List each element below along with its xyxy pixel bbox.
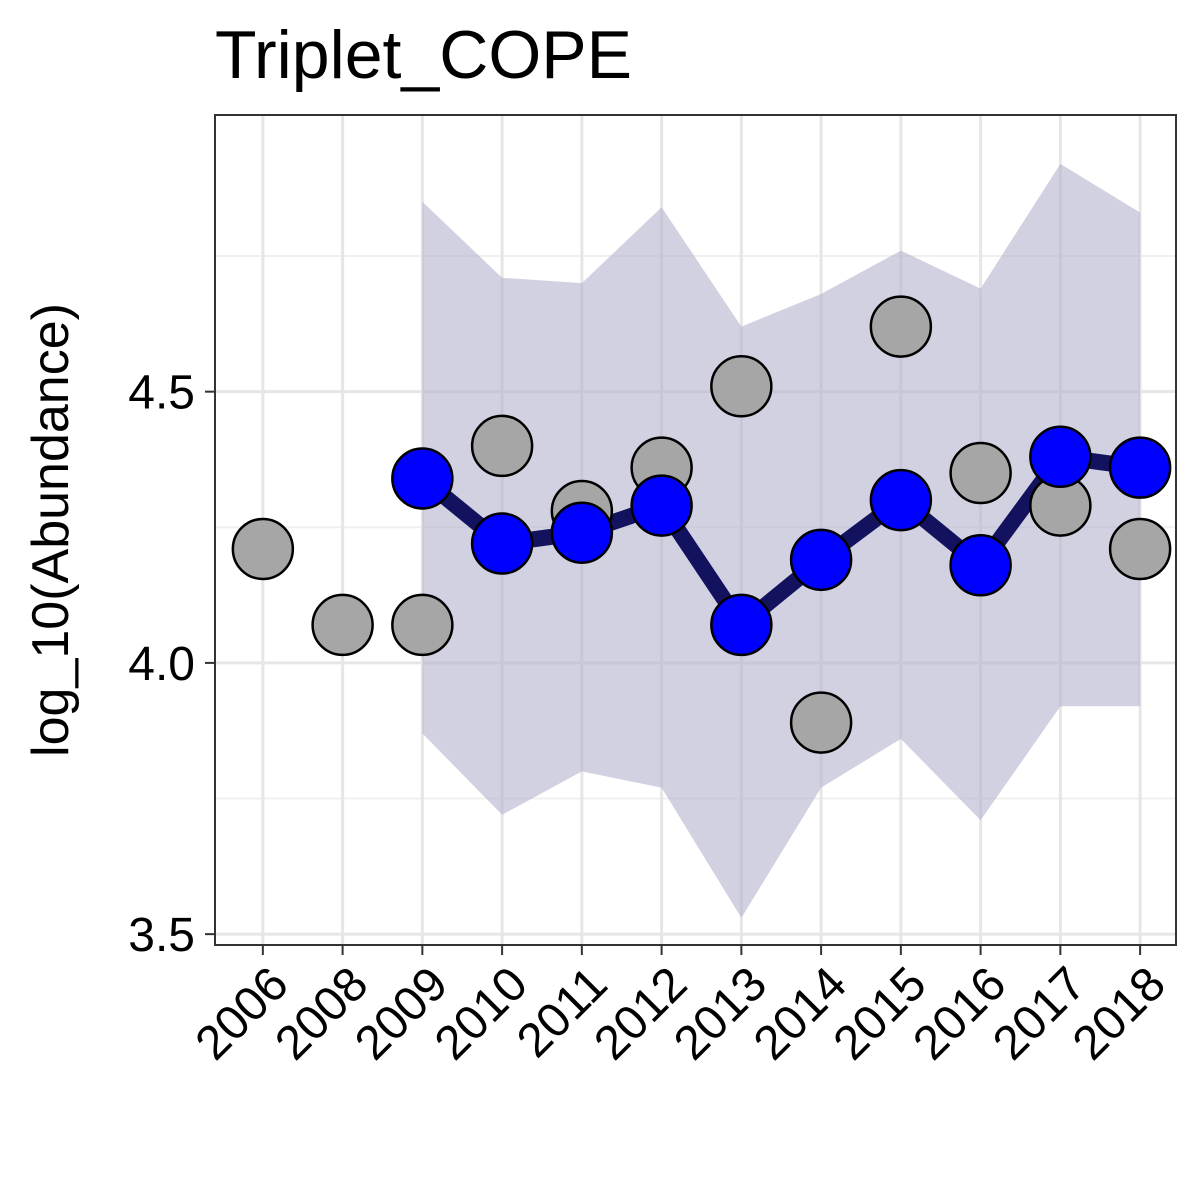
observed-point	[789, 691, 853, 754]
fitted-points	[391, 425, 1172, 657]
x-tick-label: 2017	[983, 957, 1096, 1070]
x-tick-label: 2014	[744, 957, 857, 1070]
y-tick-label: 3.5	[128, 909, 195, 962]
x-axis: 2006200820092010201120122013201420152016…	[186, 945, 1176, 1070]
fitted-series-line	[417, 448, 1142, 633]
observed-point	[869, 295, 933, 358]
confidence-band	[422, 163, 1141, 918]
fitted-point	[949, 534, 1012, 597]
observed-point	[231, 517, 295, 581]
x-tick-label: 2012	[584, 957, 697, 1070]
observed-point	[1108, 517, 1172, 581]
y-axis-title: log_10(Abundance)	[22, 303, 80, 757]
y-axis: 3.5 4.0 4.5	[128, 367, 215, 962]
observed-point	[391, 593, 454, 657]
chart-title: Triplet_COPE	[215, 17, 632, 93]
panel-border	[214, 114, 1177, 946]
fitted-point	[630, 474, 693, 537]
fitted-point	[1029, 425, 1092, 489]
x-tick-label: 2006	[186, 957, 299, 1070]
observed-point	[470, 414, 534, 478]
fitted-point	[470, 512, 534, 575]
plot-panel	[214, 114, 1177, 946]
y-tick-label: 4.5	[128, 367, 195, 420]
x-tick-label: 2018	[1063, 957, 1176, 1070]
x-tick-label: 2010	[425, 957, 538, 1070]
observed-point	[949, 441, 1012, 505]
x-tick-label: 2015	[824, 957, 937, 1070]
y-tick-label: 4.0	[128, 638, 195, 691]
confidence-band-area	[422, 163, 1141, 918]
x-tick-label: 2011	[507, 957, 617, 1067]
fitted-point	[789, 528, 853, 592]
fitted-point	[869, 468, 933, 532]
observed-point	[311, 593, 374, 657]
observed-points	[231, 295, 1172, 754]
fitted-point	[391, 447, 454, 510]
fitted-line-layer	[417, 448, 1142, 633]
x-tick-label: 2009	[345, 957, 458, 1070]
observed-point	[710, 354, 773, 418]
x-tick-label: 2013	[664, 957, 777, 1070]
fitted-point	[550, 501, 614, 564]
fitted-point	[710, 593, 773, 657]
x-tick-label: 2016	[903, 957, 1016, 1070]
fitted-point	[1108, 436, 1172, 499]
x-tick-label: 2008	[265, 957, 378, 1070]
